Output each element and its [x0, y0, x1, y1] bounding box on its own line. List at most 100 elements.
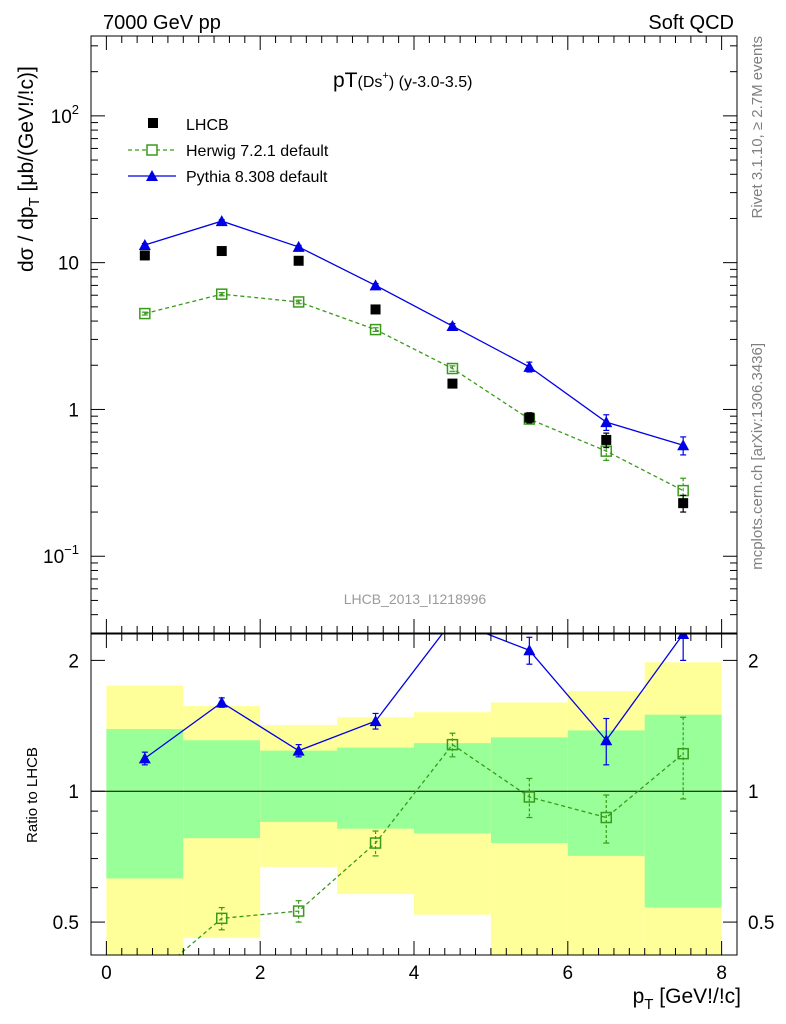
- pythia-point: [446, 320, 459, 332]
- analysis-label: LHCB_2013_I1218996: [344, 591, 487, 607]
- ratio-herwig-point: [523, 791, 536, 803]
- ratio-pythia-point: [369, 715, 382, 727]
- herwig-point: [139, 307, 151, 320]
- pythia-solid-triangle: [138, 215, 690, 456]
- rivet-label: Rivet 3.1.10, ≥ 2.7M events: [749, 36, 766, 219]
- main-x-axis-ticks: [105, 36, 723, 633]
- pythia-point: [600, 416, 613, 428]
- ratio-y-tick-labels: 0.5 0.5 1 1 2 2: [53, 651, 775, 934]
- ratio-herwig-line: [177, 743, 684, 955]
- ratio-band-1sigma: [414, 743, 491, 834]
- lhcb-point: [293, 255, 304, 266]
- ratio-axes-ticks: [91, 634, 737, 955]
- main-y-tick-label-exponent: 2: [72, 102, 79, 117]
- lhcb-marker-square: [139, 246, 689, 513]
- plot-title-tail: ) (y-3.0-3.5): [389, 74, 473, 91]
- pythia-point: [523, 360, 536, 372]
- x-tick-label: 0: [101, 963, 112, 984]
- lhcb-point: [216, 246, 227, 257]
- x-axis-label-sub: T: [644, 996, 653, 1013]
- ratio-herwig-point: [600, 811, 613, 824]
- main-y-tick-label: 102: [51, 102, 79, 128]
- header-beam-label: 7000 GeV pp: [103, 12, 221, 34]
- main-y-tick-label-base: 10: [58, 254, 79, 275]
- pythia-point: [292, 240, 305, 252]
- ratio-band-1sigma: [260, 750, 338, 822]
- main-y-axis-label-main: dσ / dp: [15, 206, 38, 272]
- x-axis-label-tail: [GeV!/!c]: [653, 985, 741, 1008]
- ratio-pythia-line: [144, 634, 684, 759]
- ratio-herwig-point: [677, 747, 689, 760]
- lhcb-point: [447, 378, 458, 389]
- lhcb-point: [139, 250, 150, 261]
- main-y-axis: [91, 45, 737, 634]
- pythia-point: [215, 215, 228, 227]
- ratio-y-tick-label: 2: [68, 651, 79, 672]
- herwig-point: [677, 484, 689, 497]
- x-tick-labels: 0 2 4 6 8: [101, 963, 727, 984]
- plot-title-main: pT: [333, 69, 358, 92]
- main-y-axis-label-tail: [μb/(GeV!/!c)]: [15, 66, 38, 197]
- herwig-line: [144, 293, 684, 492]
- legend-marker-lhcb: [148, 118, 158, 128]
- ratio-y-tick-label-right: 0.5: [748, 913, 774, 934]
- ratio-pythia-point: [677, 634, 690, 639]
- x-tick-label: 8: [716, 963, 727, 984]
- x-tick-label: 4: [409, 963, 420, 984]
- ratio-y-tick-label-right: 2: [748, 651, 759, 672]
- lhcb-point: [524, 412, 535, 423]
- main-series: [138, 215, 690, 513]
- header-process-label: Soft QCD: [648, 12, 734, 34]
- main-y-tick-label: 10−1: [43, 542, 79, 568]
- ratio-band-1sigma: [106, 729, 184, 879]
- plot-title-sup: +: [382, 70, 388, 82]
- lhcb-point: [370, 304, 381, 315]
- plot-title-particle: (Ds: [358, 74, 383, 91]
- herwig-point: [215, 288, 228, 300]
- ratio-pythia-solid-triangle: [138, 634, 690, 766]
- herwig-dashed-open-square: [139, 288, 689, 507]
- ratio-herwig-point: [215, 912, 228, 925]
- lhcb-point: [601, 434, 612, 445]
- pythia-point: [677, 439, 690, 451]
- ratio-panel: 0.5 0.5 1 1 2 2 0 2 4 6 8 Ratio to LHCB pT [GeV!/…: [24, 633, 775, 1013]
- herwig-point: [292, 296, 305, 308]
- ratio-pythia-point: [600, 734, 613, 746]
- ratio-y-tick-label-right: 1: [748, 782, 759, 803]
- legend-entry-herwig: Herwig 7.2.1 default: [128, 143, 329, 160]
- ratio-herwig-point: [369, 837, 382, 849]
- ratio-herwig-point: [140, 979, 150, 989]
- ratio-uncertainty-bands: [106, 662, 722, 955]
- legend: LHCB Herwig 7.2.1 default Pythia 8.308 d…: [128, 117, 329, 186]
- main-y-axis-label: dσ / dpT [μb/(GeV!/!c)]: [15, 66, 43, 272]
- main-y-tick-label-base: 1: [68, 400, 79, 421]
- ratio-y-tick-label: 1: [68, 782, 79, 803]
- pythia-point: [369, 279, 382, 291]
- ratio-y-tick-label: 0.5: [53, 913, 79, 934]
- main-y-tick-label-base: 10: [43, 547, 64, 568]
- x-tick-label: 6: [563, 963, 574, 984]
- ratio-pythia-point: [138, 752, 151, 764]
- legend-entry-pythia: Pythia 8.308 default: [128, 169, 328, 186]
- mcplots-label: mcplots.cern.ch [arXiv:1306.3436]: [749, 343, 766, 570]
- main-y-tick-label: 10: [58, 254, 79, 275]
- legend-label-pythia: Pythia 8.308 default: [186, 169, 328, 186]
- ratio-herwig-point: [292, 905, 305, 917]
- ratio-band-1sigma: [337, 747, 414, 829]
- lhcb-point: [678, 498, 689, 509]
- pythia-point: [138, 238, 151, 250]
- herwig-point: [369, 323, 382, 336]
- ratio-band-1sigma: [644, 714, 722, 908]
- legend-entry-lhcb: LHCB: [148, 117, 229, 134]
- ratio-pythia-point: [215, 696, 228, 708]
- x-tick-label: 2: [255, 963, 266, 984]
- main-y-axis-label-sub: T: [26, 197, 43, 206]
- legend-label-lhcb: LHCB: [186, 117, 229, 134]
- plot-title: pT(Ds+) (y-3.0-3.5): [333, 69, 472, 92]
- ratio-herwig-dashed-open-square: [140, 716, 689, 989]
- ratio-series: [138, 634, 690, 989]
- legend-marker-herwig: [146, 144, 158, 156]
